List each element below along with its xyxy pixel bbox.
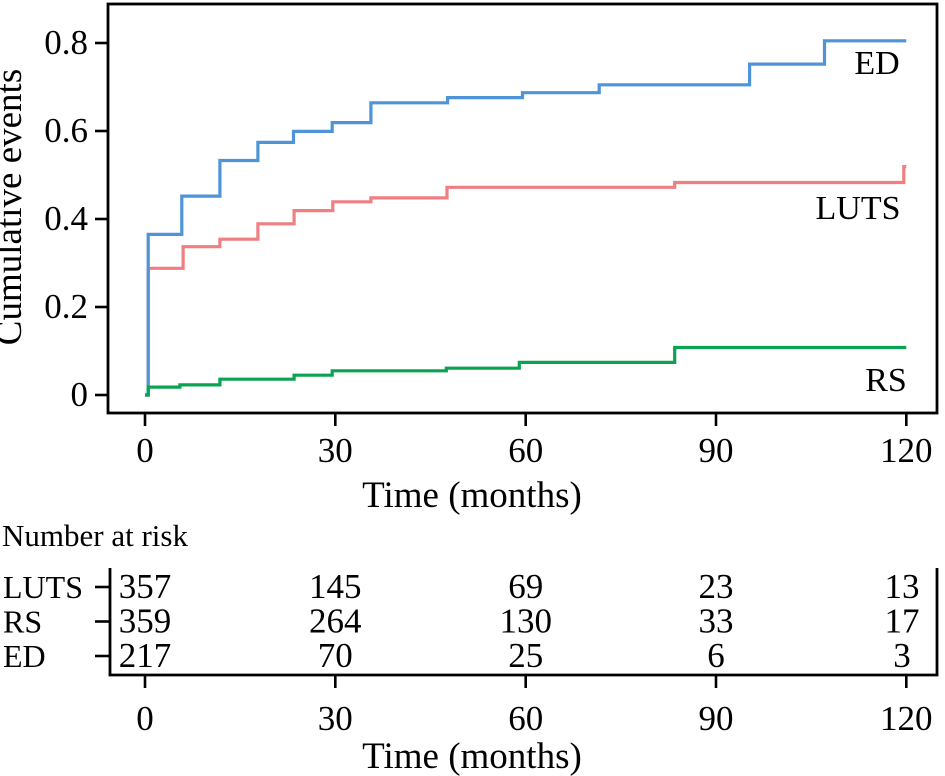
risk-row-label-luts: LUTS [3,569,83,605]
x-axis-title: Time (months) [362,475,582,516]
risk-cell: 23 [699,567,734,606]
x-tick-label: 120 [880,431,933,470]
risk-row-label-ed: ED [3,638,46,674]
y-tick-label: 0.6 [44,111,88,150]
y-tick-label: 0.8 [44,23,88,62]
risk-cell: 130 [499,602,552,641]
risk-x-axis-title: Time (months) [362,736,582,776]
number-at-risk-table: Number at risk LUTS RS ED 357 145 69 23 … [2,518,939,776]
ed-curve-label: ED [854,45,899,82]
risk-cell: 69 [508,567,543,606]
rs-curve [145,345,907,397]
risk-x-tick-label: 120 [880,699,933,738]
risk-cell: 33 [699,602,734,641]
y-tick-label: 0 [71,375,89,414]
rs-curve-label: RS [865,362,907,399]
risk-cell: 217 [119,636,172,675]
risk-x-tick-label: 30 [318,699,353,738]
ed-curve [145,39,907,397]
luts-curve-label: LUTS [816,190,901,227]
x-tick-label: 30 [318,431,353,470]
y-axis-title: Cumulative events [0,69,30,345]
risk-x-tick-label: 60 [508,699,543,738]
risk-cell: 70 [318,636,353,675]
y-tick-label: 0.4 [44,199,88,238]
x-tick-label: 0 [136,431,154,470]
risk-cell: 264 [309,602,362,641]
plot-area: 0 0.2 0.4 0.6 0.8 0 30 60 90 120 Time (m… [0,2,939,516]
y-tick-label: 0.2 [44,287,88,326]
risk-cell: 357 [119,567,172,606]
risk-row-label-rs: RS [3,604,42,640]
risk-cell: 359 [119,602,172,641]
risk-cell: 17 [885,602,920,641]
risk-cell: 3 [893,636,911,675]
x-tick-label: 90 [699,431,734,470]
risk-x-tick-label: 0 [136,699,154,738]
x-tick-label: 60 [508,431,543,470]
luts-curve [145,165,907,397]
risk-cell: 6 [707,636,725,675]
risk-cell: 13 [885,567,920,606]
risk-cell: 25 [508,636,543,675]
risk-cell: 145 [309,567,362,606]
plot-box [106,2,939,415]
risk-x-tick-label: 90 [699,699,734,738]
risk-table-title: Number at risk [2,518,188,553]
